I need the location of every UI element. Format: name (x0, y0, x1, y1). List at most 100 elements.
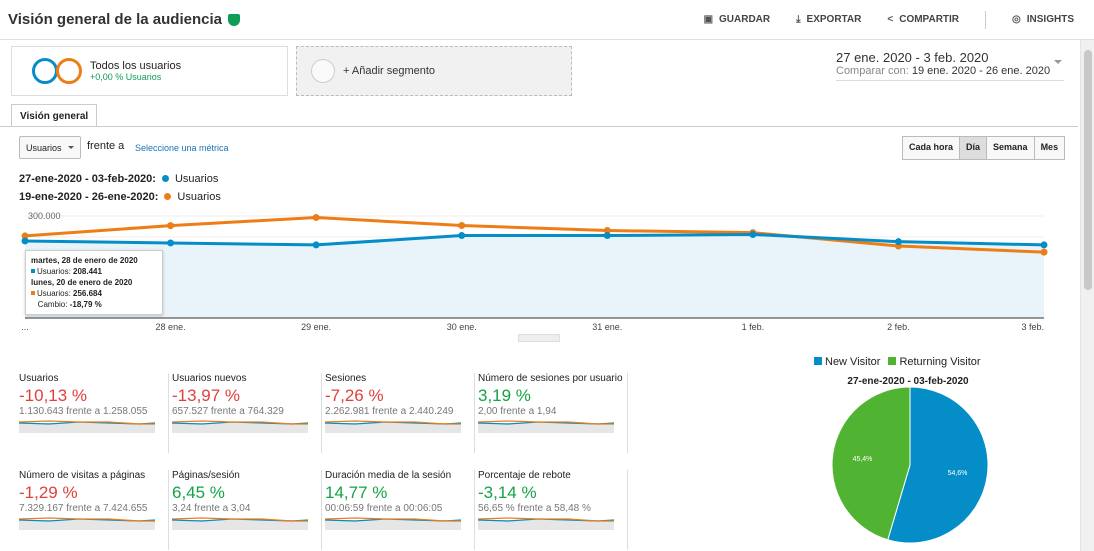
metric-change: -13,97 % (172, 386, 241, 405)
sparkline (324, 517, 462, 530)
date-range-picker[interactable]: 27 ene. 2020 - 3 feb. 2020 Comparar con:… (836, 50, 1064, 81)
sparkline (477, 517, 615, 530)
tooltip-change: -18,79 % (69, 300, 102, 309)
metric-card[interactable]: Porcentaje de rebote -3,14 % 56,65 % frent… (477, 470, 628, 550)
metric-card[interactable]: Páginas/sesión 6,45 % 3,24 frente a 3,04 (171, 470, 322, 550)
metric-card[interactable]: Usuarios nuevos -13,97 % 657.527 frente a … (171, 373, 322, 453)
metric-label: Usuarios nuevos (172, 373, 247, 384)
metric-card[interactable]: Sesiones -7,26 % 2.262.981 frente a 2.440.… (324, 373, 475, 453)
versus-label: frente a (87, 140, 125, 152)
download-icon: ⤓ (796, 14, 801, 25)
metric-compare: 56,65 % frente a 58,48 % (478, 503, 591, 514)
series-line (24, 216, 1045, 254)
data-point (1040, 248, 1048, 256)
scrollbar-thumb[interactable] (1084, 50, 1092, 290)
sparkline (477, 420, 615, 433)
metric-label: Duración media de la sesión (325, 470, 452, 481)
compare-label: Comparar con: (836, 65, 909, 77)
share-icon: < (887, 14, 894, 25)
data-point (458, 232, 466, 240)
chevron-down-icon (1054, 60, 1062, 68)
segment-all-users[interactable]: Todos los usuarios +0,00 % Usuarios (11, 46, 288, 96)
metric-label: Usuarios (19, 373, 59, 384)
metric-label: Páginas/sesión (172, 470, 240, 481)
verified-shield-icon (227, 13, 240, 26)
x-tick-label: 30 ene. (447, 322, 477, 332)
save-icon: ▣ (703, 14, 714, 25)
data-point (167, 222, 175, 230)
x-tick-label: 3 feb. (1021, 322, 1044, 332)
granularity-toggle: Cada hora Día Semana Mes (902, 136, 1066, 160)
metric-label: Sesiones (325, 373, 367, 384)
legend-name: Usuarios (174, 173, 219, 185)
granularity-week[interactable]: Semana (986, 136, 1035, 160)
data-point (312, 241, 320, 249)
tab-overview[interactable]: Visión general (11, 104, 98, 126)
sparkline (18, 517, 156, 530)
data-point (458, 221, 466, 229)
metric-card[interactable]: Número de sesiones por usuario 3,19 % 2,00… (477, 373, 628, 453)
pie-legend-returning[interactable]: Returning Visitor (888, 356, 981, 368)
metric-change: 3,19 % (478, 386, 531, 405)
tooltip-label: Usuarios: (37, 267, 71, 276)
metric-card[interactable]: Usuarios -10,13 % 1.130.643 frente a 1.258… (18, 373, 169, 453)
segment-ring-icon (32, 58, 58, 84)
y-tick-label: 300.000 (28, 211, 61, 221)
metric-card[interactable]: Número de visitas a páginas -1,29 % 7.329.… (18, 470, 169, 550)
data-point (21, 232, 29, 240)
tooltip-date: lunes, 20 de enero de 2020 (31, 278, 133, 287)
sparkline (18, 420, 156, 433)
x-tick-label: 2 feb. (887, 322, 910, 332)
metric-change: -1,29 % (19, 483, 78, 502)
data-point (167, 239, 175, 247)
divider (0, 126, 1078, 127)
select-metric-link[interactable]: Seleccione una métrica (135, 143, 229, 153)
x-tick-label: 29 ene. (301, 322, 331, 332)
metric-compare: 7.329.167 frente a 7.424.655 (19, 503, 148, 514)
tooltip-value: 208.441 (73, 267, 102, 276)
add-circle-icon (311, 59, 335, 83)
series-line (24, 232, 1045, 247)
granularity-month[interactable]: Mes (1033, 136, 1066, 160)
pie-legend: New Visitor Returning Visitor (814, 356, 981, 368)
granularity-hour[interactable]: Cada hora (902, 136, 961, 160)
divider (985, 10, 987, 29)
metric-compare: 1.130.643 frente a 1.258.055 (19, 406, 148, 417)
granularity-day[interactable]: Día (959, 136, 988, 160)
scrollbar[interactable] (1080, 40, 1094, 551)
legend-range: 27-ene-2020 - 03-feb-2020: (19, 173, 156, 185)
tooltip-date: martes, 28 de enero de 2020 (31, 256, 138, 265)
legend-current: 27-ene-2020 - 03-feb-2020: Usuarios (19, 173, 218, 185)
chart-resize-handle[interactable] (518, 334, 560, 342)
legend-dot-icon (161, 175, 169, 182)
insights-button[interactable]: ◎ INSIGHTS (1012, 14, 1074, 25)
x-tick-label: 31 ene. (592, 322, 622, 332)
pie-legend-new[interactable]: New Visitor (814, 356, 880, 368)
data-point (603, 227, 611, 235)
metric-compare: 657.527 frente a 764.329 (172, 406, 284, 417)
visitor-pie-chart: 54,6% 45,4% (831, 386, 989, 544)
tooltip-label: Usuarios: (37, 289, 71, 298)
metric-compare: 3,24 frente a 3,04 (172, 503, 251, 514)
metric-value: Usuarios (26, 142, 62, 153)
metric-card[interactable]: Duración media de la sesión 14,77 % 00:06:… (324, 470, 475, 550)
save-button[interactable]: ▣ GUARDAR (703, 14, 771, 25)
header: Visión general de la audiencia ▣ GUARDAR … (0, 0, 1094, 40)
pie-slice (831, 386, 911, 541)
metric-select[interactable]: Usuarios (19, 136, 81, 159)
x-tick-label: 28 ene. (156, 322, 186, 332)
share-button[interactable]: < COMPARTIR (887, 14, 960, 25)
metric-compare: 00:06:59 frente a 00:06:05 (325, 503, 443, 514)
add-segment-button[interactable]: + Añadir segmento (296, 46, 572, 96)
sparkline (171, 420, 309, 433)
insights-icon: ◎ (1012, 14, 1021, 25)
metric-label: Porcentaje de rebote (478, 470, 571, 481)
metric-label: Número de sesiones por usuario (478, 373, 623, 384)
export-button[interactable]: ⤓ EXPORTAR (796, 14, 862, 25)
date-range: 27 ene. 2020 - 3 feb. 2020 (836, 50, 989, 65)
metric-compare: 2,00 frente a 1,94 (478, 406, 557, 417)
data-point (894, 238, 902, 246)
metric-label: Número de visitas a páginas (19, 470, 146, 481)
legend-dot-icon (164, 193, 172, 200)
pie-slice (887, 386, 989, 544)
